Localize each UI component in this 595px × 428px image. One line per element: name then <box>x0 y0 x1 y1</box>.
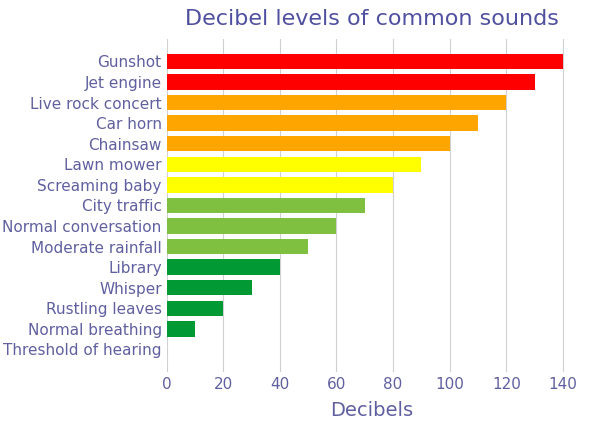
Bar <box>167 198 365 213</box>
Bar <box>167 74 535 90</box>
Bar <box>167 321 195 336</box>
Bar <box>167 239 308 254</box>
X-axis label: Decibels: Decibels <box>330 401 414 419</box>
Bar <box>167 218 337 234</box>
Bar <box>167 300 223 316</box>
Bar <box>167 157 421 172</box>
Title: Decibel levels of common sounds: Decibel levels of common sounds <box>185 9 559 29</box>
Bar <box>167 136 450 152</box>
Bar <box>167 95 506 110</box>
Bar <box>167 280 252 295</box>
Bar <box>167 116 478 131</box>
Bar <box>167 177 393 193</box>
Bar <box>167 54 563 69</box>
Bar <box>167 259 280 275</box>
